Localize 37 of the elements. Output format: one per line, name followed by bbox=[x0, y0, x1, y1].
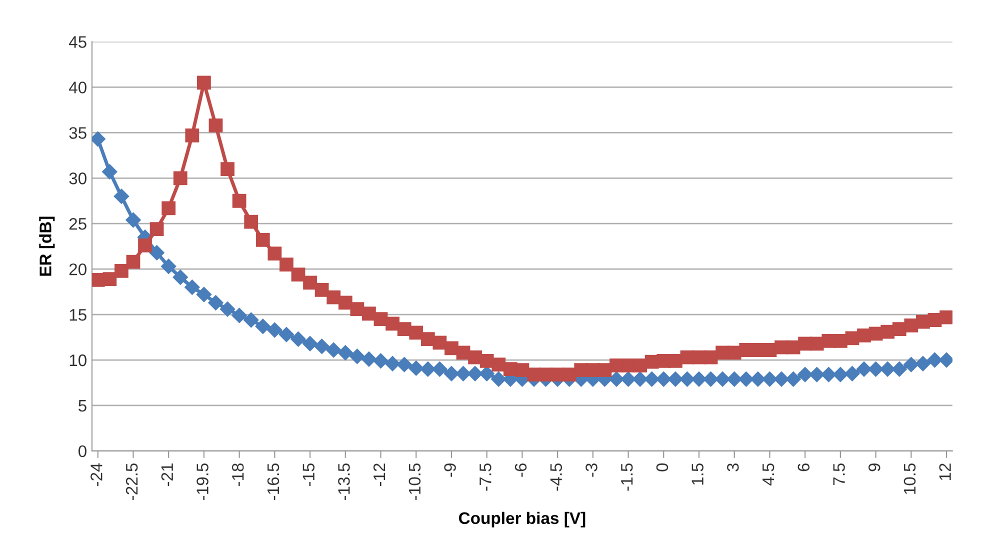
x-tick-label: 6 bbox=[798, 463, 810, 472]
x-tick-label: -13.5 bbox=[338, 463, 350, 500]
y-tick-label: 30 bbox=[69, 172, 86, 184]
x-tick-label: 0 bbox=[656, 463, 668, 472]
x-tick-label: -4.5 bbox=[550, 463, 562, 491]
x-axis-title: Coupler bias [V] bbox=[458, 512, 586, 528]
y-tick-label: 25 bbox=[69, 218, 86, 230]
x-tick-label: 7.5 bbox=[833, 463, 845, 486]
x-tick-label: -21 bbox=[161, 464, 173, 486]
y-tick-label: 10 bbox=[70, 354, 86, 366]
y-tick-label: 20 bbox=[69, 263, 86, 276]
y-tick-label: 5 bbox=[78, 400, 86, 412]
x-tick-label: -19.5 bbox=[196, 463, 208, 500]
x-tick-label: 10.5 bbox=[904, 463, 916, 494]
x-tick-label: -12 bbox=[373, 464, 386, 486]
x-tick-label: 12 bbox=[939, 464, 951, 480]
x-tick-label: -3 bbox=[586, 463, 598, 477]
x-tick-label: 9 bbox=[868, 464, 880, 472]
x-tick-label: 1.5 bbox=[692, 463, 704, 485]
x-tick-label: -1.5 bbox=[621, 463, 633, 491]
x-tick-label: -22.5 bbox=[126, 463, 138, 500]
x-tick-label: -6 bbox=[514, 463, 527, 477]
y-tick-label: 0 bbox=[78, 445, 86, 458]
x-tick-label: -9 bbox=[444, 464, 456, 477]
x-tick-label: -7.5 bbox=[480, 463, 492, 491]
x-tick-label: -15 bbox=[302, 463, 315, 486]
x-tick-label: 4.5 bbox=[762, 463, 774, 486]
x-tick-label: -24 bbox=[90, 463, 102, 486]
x-tick-label: -10.5 bbox=[408, 463, 421, 500]
y-tick-label: 15 bbox=[70, 309, 86, 321]
x-tick-label: -16.5 bbox=[267, 463, 280, 500]
y-tick-label: 45 bbox=[68, 36, 86, 48]
x-tick-label: -18 bbox=[232, 463, 244, 486]
y-axis-title: ER [dB] bbox=[39, 216, 55, 276]
x-tick-label: 3 bbox=[727, 463, 739, 472]
y-tick-label: 40 bbox=[68, 82, 86, 94]
y-tick-label: 35 bbox=[69, 127, 86, 139]
